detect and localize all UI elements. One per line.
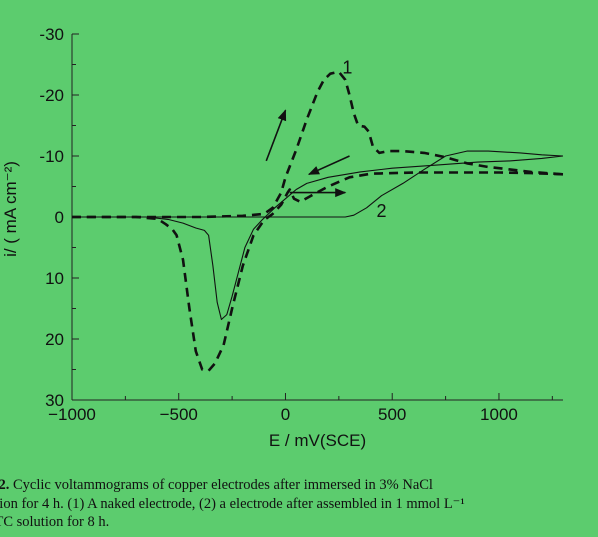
x-tick-label: 0 <box>281 405 290 424</box>
y-tick-label: 30 <box>45 391 64 410</box>
y-axis-title: i/ ( mA cm⁻²) <box>1 161 20 257</box>
x-tick-label: 1000 <box>480 405 518 424</box>
series-1-forward-line <box>72 70 564 219</box>
y-tick-label: -10 <box>39 147 64 166</box>
scan-direction-arrow <box>265 109 287 162</box>
series-1-reverse-line <box>72 171 564 372</box>
series-2-forward-line <box>72 150 564 218</box>
caption-line-2: lution for 4 h. (1) A naked electrode, (… <box>0 495 465 512</box>
y-tick-label: 10 <box>45 269 64 288</box>
curve-label-2: 2 <box>377 201 387 221</box>
series-1 <box>72 70 564 372</box>
caption-line-3: DTC solution for 8 h. <box>0 514 110 530</box>
x-axis-title: E / mV(SCE) <box>269 431 366 450</box>
series-2-reverse-line <box>72 155 564 321</box>
series-2 <box>72 150 564 321</box>
y-tick-label: -20 <box>39 86 64 105</box>
y-tick-label: 20 <box>45 330 64 349</box>
y-tick-label: 0 <box>55 208 64 227</box>
caption-line-1: g. 2. Cyclic voltammograms of copper ele… <box>0 476 584 495</box>
caption-lead: g. 2. <box>0 477 10 493</box>
caption-line-1-text: Cyclic voltammograms of copper electrode… <box>13 477 433 493</box>
x-tick-label: −1000 <box>48 405 96 424</box>
y-tick-label: -30 <box>39 25 64 44</box>
figure-caption: g. 2. Cyclic voltammograms of copper ele… <box>0 476 584 532</box>
x-tick-label: 500 <box>378 405 406 424</box>
x-tick-label: −500 <box>160 405 198 424</box>
scan-direction-arrow <box>307 155 350 176</box>
curve-label-1: 1 <box>342 58 352 78</box>
cyclic-voltammogram-chart: −1000 −500 0 500 1000 -30 -20 -10 0 10 20 30 E / mV(… <box>1 25 564 450</box>
